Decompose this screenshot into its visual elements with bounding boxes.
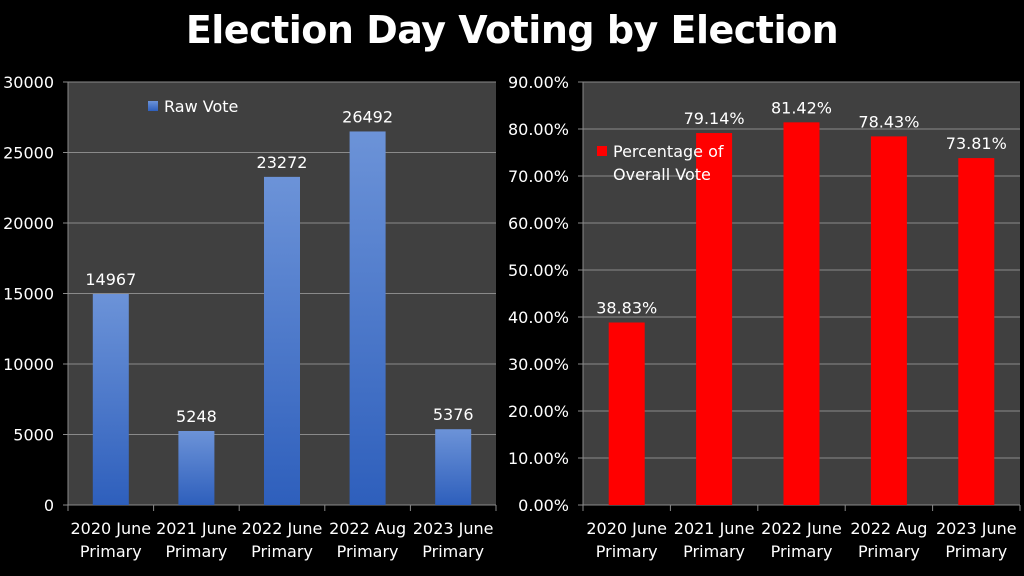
- right-x-tick-label: 2023 June Primary: [936, 519, 1017, 561]
- right-data-label: 79.14%: [684, 109, 745, 128]
- right-legend-label: Percentage of Overall Vote: [613, 142, 724, 184]
- right-bar: [783, 122, 820, 506]
- left-y-tick-label: 20000: [3, 214, 54, 233]
- left-bar: [178, 431, 215, 505]
- right-x-tick-label: 2021 June Primary: [674, 519, 755, 561]
- left-y-tick-label: 5000: [13, 426, 54, 445]
- left-y-tick-label: 30000: [3, 73, 54, 92]
- right-data-label: 81.42%: [771, 98, 832, 117]
- right-x-tick-label: 2022 Aug Primary: [850, 519, 927, 561]
- right-x-tick-label: 2022 June Primary: [761, 519, 842, 561]
- left-data-label: 14967: [85, 270, 136, 289]
- left-x-tick-label: 2022 Aug Primary: [329, 519, 406, 561]
- left-data-label: 26492: [342, 107, 393, 126]
- right-x-tick-label: 2020 June Primary: [586, 519, 667, 561]
- left-data-label: 5376: [433, 405, 474, 424]
- right-data-label: 38.83%: [596, 298, 657, 317]
- right-bar: [608, 322, 645, 505]
- right-y-tick-label: 60.00%: [508, 214, 569, 233]
- right-y-tick-label: 80.00%: [508, 120, 569, 139]
- left-bar: [435, 429, 472, 505]
- left-x-tick-label: 2023 June Primary: [413, 519, 494, 561]
- right-bar: [870, 136, 907, 505]
- left-legend-swatch: [148, 101, 158, 111]
- right-y-tick-label: 50.00%: [508, 261, 569, 280]
- right-y-tick-label: 40.00%: [508, 308, 569, 327]
- left-bar: [349, 131, 386, 505]
- right-y-tick-label: 0.00%: [518, 496, 569, 515]
- right-y-tick-label: 30.00%: [508, 355, 569, 374]
- right-y-tick-label: 10.00%: [508, 449, 569, 468]
- right-y-tick-label: 90.00%: [508, 73, 569, 92]
- chart-title: Election Day Voting by Election: [185, 8, 839, 52]
- right-legend-swatch: [597, 146, 607, 156]
- left-x-tick-label: 2021 June Primary: [156, 519, 237, 561]
- left-y-tick-label: 15000: [3, 285, 54, 304]
- right-bar: [696, 133, 733, 506]
- left-data-label: 23272: [257, 153, 308, 172]
- left-x-tick-label: 2022 June Primary: [242, 519, 323, 561]
- left-y-tick-label: 0: [44, 496, 54, 515]
- left-bar: [264, 176, 300, 505]
- left-data-label: 5248: [176, 407, 217, 426]
- left-legend-label: Raw Vote: [164, 97, 238, 116]
- right-bar: [958, 158, 995, 505]
- left-chart: 0 5000 10000 15000 20000 25000 30000 14967 2020 …: [3, 73, 497, 561]
- right-data-label: 78.43%: [858, 112, 919, 131]
- left-x-tick-label: 2020 June Primary: [70, 519, 151, 561]
- right-chart: 0.00% 10.00% 20.00% 30.00% 40.00% 50.00% 60.00…: [508, 73, 1021, 561]
- right-y-tick-label: 20.00%: [508, 402, 569, 421]
- left-y-tick-label: 25000: [3, 144, 54, 163]
- right-data-label: 73.81%: [946, 134, 1007, 153]
- left-y-tick-label: 10000: [3, 355, 54, 374]
- right-y-tick-label: 70.00%: [508, 167, 569, 186]
- left-bar: [92, 293, 129, 505]
